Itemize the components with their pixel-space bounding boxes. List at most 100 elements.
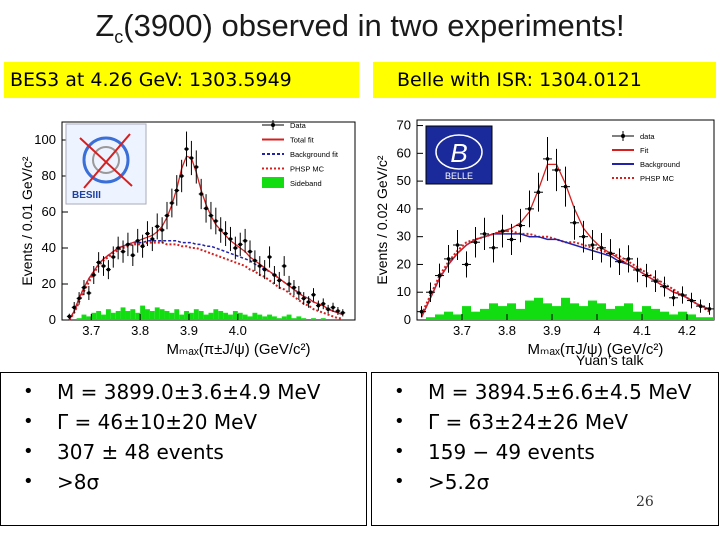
- data-point: [301, 296, 306, 301]
- sideband-bar: [218, 311, 224, 320]
- sideband-bar: [426, 317, 435, 320]
- sideband-bar: [296, 316, 302, 320]
- slide-title: Zc(3900) observed in two experiments!: [95, 8, 625, 48]
- sideband-bar: [660, 311, 669, 320]
- data-point: [326, 307, 330, 311]
- data-point: [150, 237, 155, 241]
- data-point: [617, 259, 622, 264]
- data-point: [680, 293, 685, 297]
- sideband-bar: [213, 309, 219, 320]
- data-point: [581, 234, 586, 239]
- sideband-bar: [633, 311, 642, 320]
- y-tick-label: 0: [49, 312, 56, 327]
- data-point: [599, 245, 604, 250]
- sideband-bar: [164, 311, 170, 320]
- data-point: [189, 156, 194, 160]
- data-point: [72, 305, 77, 310]
- bes3-bullet-text: Γ = 46±10±20 MeV: [57, 410, 258, 434]
- data-point: [473, 240, 478, 245]
- belle-bullet-text: >5.2σ: [428, 470, 490, 494]
- data-point: [671, 295, 676, 300]
- slide-number: 26: [636, 494, 654, 510]
- x-tick-label: 3.7: [453, 323, 471, 338]
- x-tick-label: 3.8: [498, 323, 516, 338]
- y-tick-label: 70: [397, 118, 411, 133]
- sideband-bar: [696, 317, 705, 320]
- belle-bullet-text: Γ = 63±24±26 MeV: [428, 410, 629, 434]
- y-tick-label: 50: [397, 173, 411, 188]
- data-point: [563, 184, 568, 189]
- sideband-bar: [91, 312, 97, 320]
- data-point: [292, 285, 296, 290]
- data-point: [306, 300, 311, 304]
- data-point: [626, 257, 631, 261]
- logo-text: BELLE: [445, 171, 473, 181]
- data-point: [419, 309, 424, 314]
- logo-orbit: [435, 134, 483, 170]
- y-tick-label: 10: [397, 284, 411, 299]
- data-point: [214, 219, 218, 223]
- detector-ring: [82, 136, 130, 184]
- x-tick-label: 3.7: [82, 323, 100, 338]
- data-point: [184, 147, 189, 151]
- bullet-dot: •: [394, 441, 405, 462]
- data-point: [316, 303, 321, 308]
- data-point: [96, 260, 101, 265]
- sideband-bar: [193, 309, 199, 320]
- sideband-bar: [507, 303, 516, 320]
- sideband-bar: [320, 318, 326, 320]
- sideband-bar: [570, 303, 579, 320]
- data-point: [572, 220, 577, 225]
- data-point: [500, 229, 505, 233]
- legend-data-marker: [621, 134, 625, 138]
- sideband-bar: [687, 314, 696, 320]
- sideband-bar: [130, 309, 136, 320]
- legend-label: Sideband: [290, 179, 322, 188]
- data-point: [160, 228, 164, 232]
- y-tick-label: 80: [42, 168, 56, 183]
- data-point: [518, 223, 523, 228]
- data-point: [67, 314, 72, 319]
- belle-bullet-text: 159 − 49 events: [428, 440, 595, 464]
- sideband-bar: [188, 312, 194, 320]
- data-point: [482, 232, 487, 236]
- bes3-bullet: • Γ = 46±10±20 MeV: [1, 407, 366, 437]
- sideband-bar: [242, 314, 248, 320]
- data-point: [698, 304, 703, 308]
- data-point: [106, 267, 111, 272]
- legend-label: Fit: [640, 146, 649, 155]
- sideband-bar: [301, 318, 307, 320]
- belle-bullet: • M = 3894.5±6.6±4.5 MeV: [372, 377, 718, 407]
- sideband-bar: [669, 314, 678, 320]
- belle-bullet: • Γ = 63±24±26 MeV: [372, 407, 718, 437]
- data-point: [228, 237, 233, 241]
- sideband-bar: [543, 303, 552, 320]
- belle-bullet: • >5.2σ: [372, 467, 718, 497]
- data-point: [590, 243, 595, 247]
- data-point: [277, 278, 282, 283]
- sideband-bar: [480, 308, 489, 320]
- track-line: [83, 133, 131, 189]
- legend-sideband-swatch: [262, 177, 284, 188]
- belle-bullet: • 159 − 49 events: [372, 437, 718, 467]
- data-point: [82, 285, 86, 290]
- data-point: [287, 282, 291, 286]
- sideband-bar: [232, 311, 238, 320]
- data-point: [340, 311, 345, 315]
- data-point: [140, 244, 145, 248]
- sideband-bar: [252, 312, 258, 320]
- sideband-bar: [471, 311, 480, 320]
- data-point: [233, 246, 238, 250]
- detector-inner-ring: [92, 146, 120, 174]
- data-point: [331, 305, 335, 310]
- sideband-bar: [154, 307, 160, 320]
- data-point: [644, 273, 649, 278]
- sideband-bar: [179, 314, 185, 320]
- sideband-bar: [606, 308, 615, 320]
- sideband-bar: [276, 318, 282, 320]
- besiii-logo: BESIII: [65, 123, 147, 205]
- data-point: [527, 207, 532, 211]
- sideband-bar: [237, 312, 243, 320]
- data-point: [262, 267, 267, 272]
- y-tick-label: 40: [42, 240, 56, 255]
